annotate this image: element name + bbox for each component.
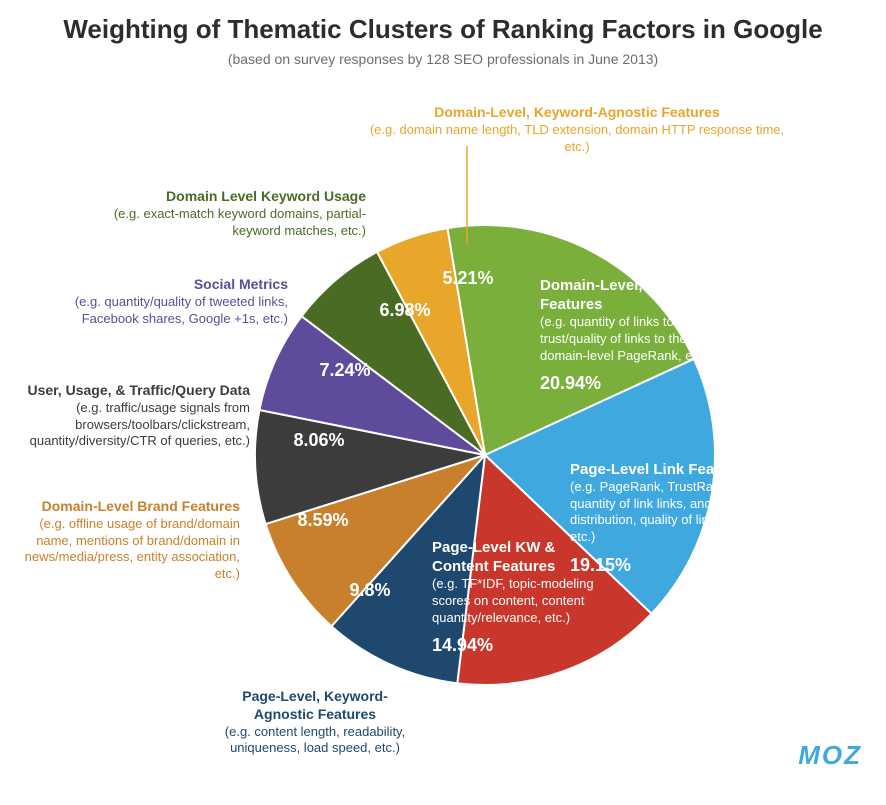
slice-percent-domain-keyword-agnostic: 5.21% (438, 268, 498, 289)
slice-percent-page-kw-content: 14.94% (432, 626, 602, 657)
slice-desc-page-kw-content: (e.g. TF*IDF, topic-modeling scores on c… (432, 576, 602, 626)
slice-title-user-usage-traffic: User, Usage, & Traffic/Query Data (5, 382, 250, 400)
slice-title-domain-keyword: Domain Level Keyword Usage (106, 188, 366, 206)
slice-label-page-keyword-agnostic: Page-Level, Keyword-Agnostic Features(e.… (215, 688, 415, 757)
slice-percent-domain-brand: 8.59% (288, 510, 358, 531)
slice-title-domain-brand: Domain-Level Brand Features (10, 498, 240, 516)
slice-percent-social: 7.24% (310, 360, 380, 381)
slice-label-domain-keyword-agnostic: Domain-Level, Keyword-Agnostic Features(… (362, 104, 792, 155)
slice-annot-domain-link-authority: Domain-Level, Link Authority Features(e.… (540, 276, 750, 395)
slice-title-page-kw-content: Page-Level KW & Content Features (432, 538, 602, 576)
pie-chart: Domain-Level, Link Authority Features(e.… (0, 0, 886, 805)
slice-percent-domain-link-authority: 20.94% (540, 364, 750, 395)
moz-logo: MOZ (798, 740, 862, 771)
slice-percent-page-keyword-agnostic: 9.8% (340, 580, 400, 601)
slice-desc-domain-keyword-agnostic: (e.g. domain name length, TLD extension,… (362, 122, 792, 155)
slice-desc-user-usage-traffic: (e.g. traffic/usage signals from browser… (5, 400, 250, 450)
slice-desc-domain-keyword: (e.g. exact-match keyword domains, parti… (106, 206, 366, 239)
slice-desc-page-keyword-agnostic: (e.g. content length, readability, uniqu… (215, 724, 415, 757)
slice-label-user-usage-traffic: User, Usage, & Traffic/Query Data(e.g. t… (5, 382, 250, 450)
slice-label-domain-keyword: Domain Level Keyword Usage(e.g. exact-ma… (106, 188, 366, 239)
slice-percent-user-usage-traffic: 8.06% (284, 430, 354, 451)
slice-desc-page-link: (e.g. PageRank, TrustRank, quantity of l… (570, 479, 770, 546)
slice-desc-domain-brand: (e.g. offline usage of brand/domain name… (10, 516, 240, 583)
slice-title-social: Social Metrics (28, 276, 288, 294)
slice-label-social: Social Metrics(e.g. quantity/quality of … (28, 276, 288, 327)
slice-desc-domain-link-authority: (e.g. quantity of links to the domain, t… (540, 314, 750, 364)
slice-title-domain-keyword-agnostic: Domain-Level, Keyword-Agnostic Features (362, 104, 792, 122)
slice-desc-social: (e.g. quantity/quality of tweeted links,… (28, 294, 288, 327)
slice-title-domain-link-authority: Domain-Level, Link Authority Features (540, 276, 750, 314)
slice-title-page-keyword-agnostic: Page-Level, Keyword-Agnostic Features (215, 688, 415, 724)
slice-label-domain-brand: Domain-Level Brand Features(e.g. offline… (10, 498, 240, 582)
slice-percent-domain-keyword: 6.98% (370, 300, 440, 321)
slice-annot-page-kw-content: Page-Level KW & Content Features(e.g. TF… (432, 538, 602, 657)
slice-title-page-link: Page-Level Link Features (570, 460, 770, 479)
